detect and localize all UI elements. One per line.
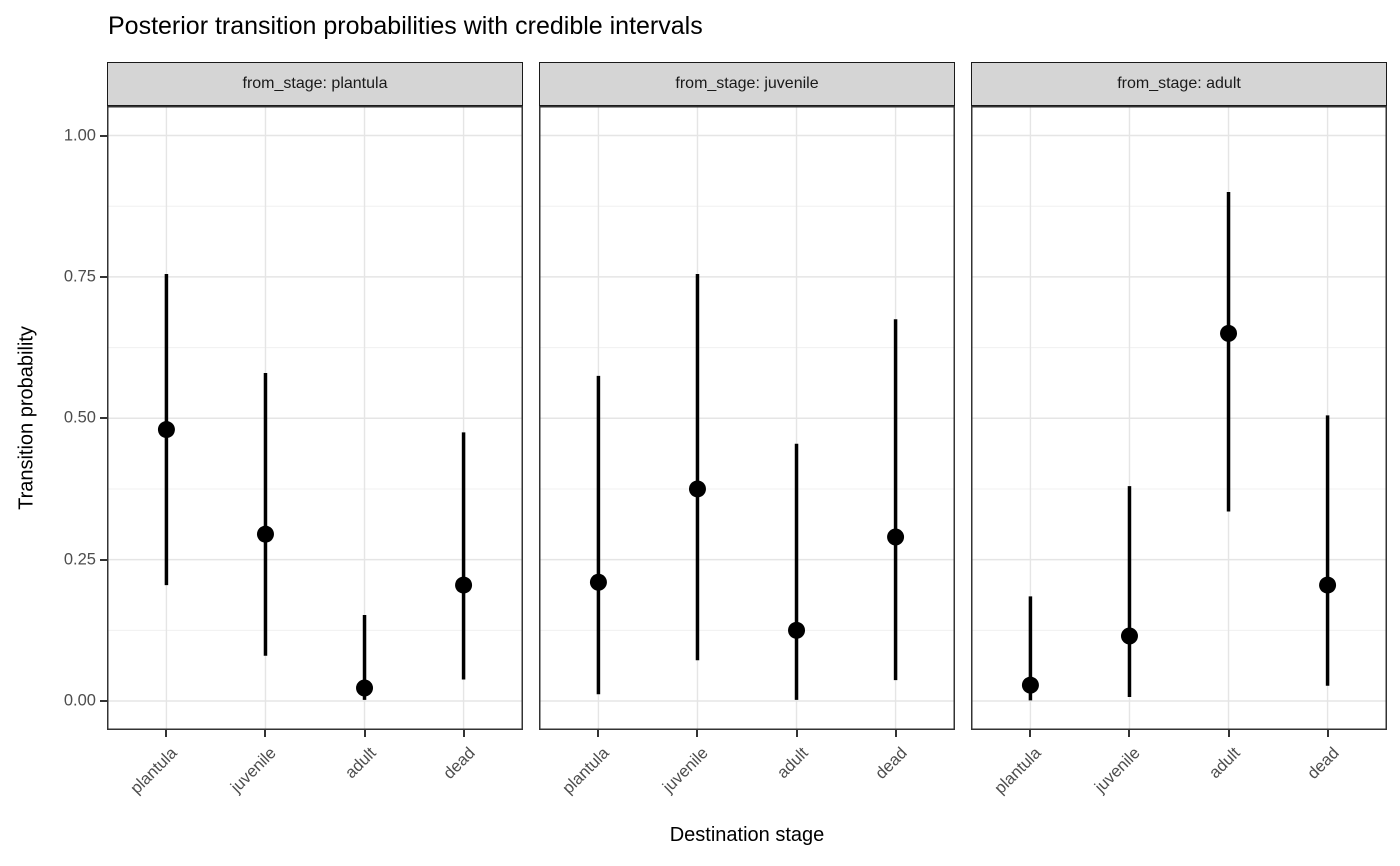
y-tick: [100, 275, 107, 278]
facet-plantula: from_stage: plantula: [107, 62, 523, 730]
point-estimate-juvenile-adult: [788, 621, 806, 639]
x-tick: [894, 730, 897, 737]
x-tick: [165, 730, 168, 737]
facet-panel-juvenile: [539, 106, 955, 730]
y-tick-label: 0.25: [63, 550, 96, 569]
x-tick: [696, 730, 699, 737]
x-tick: [597, 730, 600, 737]
x-tick-label-dead: dead: [871, 744, 911, 783]
facet-panel-adult: [971, 106, 1387, 730]
y-tick: [100, 700, 107, 702]
x-tick: [1029, 730, 1032, 737]
x-tick: [1128, 730, 1131, 737]
point-estimate-plantula-adult: [356, 679, 374, 697]
point-estimate-juvenile-plantula: [589, 573, 607, 591]
facet-strip-plantula: from_stage: plantula: [107, 62, 523, 106]
facet-strip-adult: from_stage: adult: [971, 62, 1387, 106]
point-estimate-plantula-plantula: [157, 421, 175, 439]
x-tick: [1227, 730, 1230, 737]
panel-border: [107, 106, 523, 730]
x-axis-title: Destination stage: [669, 824, 825, 846]
panel-border: [971, 106, 1387, 730]
point-estimate-juvenile-dead: [887, 528, 905, 546]
x-tick: [264, 730, 267, 737]
y-tick: [100, 417, 107, 420]
y-tick-label: 0.50: [63, 408, 96, 427]
y-tick-label: 0.75: [63, 267, 96, 286]
point-estimate-plantula-dead: [455, 576, 473, 594]
point-estimate-plantula-juvenile: [256, 525, 274, 543]
x-tick: [1326, 730, 1329, 737]
chart-title: Posterior transition probabilities with …: [108, 12, 703, 40]
x-tick-label-adult: adult: [341, 744, 380, 783]
facet-panel-plantula: [107, 106, 523, 730]
point-estimate-adult-plantula: [1021, 676, 1039, 694]
y-tick: [100, 134, 107, 137]
x-tick: [462, 730, 465, 737]
x-tick-label-juvenile: juvenile: [1091, 744, 1145, 797]
y-tick-label: 1.00: [63, 126, 96, 144]
facet-adult: from_stage: adult: [971, 62, 1387, 730]
x-tick-label-juvenile: juvenile: [227, 744, 281, 797]
y-tick: [100, 558, 107, 561]
x-tick: [795, 730, 798, 737]
point-estimate-adult-juvenile: [1120, 627, 1138, 645]
x-tick-label-dead: dead: [1303, 744, 1343, 783]
facet-strip-juvenile: from_stage: juvenile: [539, 62, 955, 106]
y-tick-label: 0.00: [63, 691, 96, 710]
x-tick: [363, 730, 366, 737]
x-tick-label-adult: adult: [1205, 744, 1244, 783]
x-tick-label-dead: dead: [439, 744, 479, 783]
facet-juvenile: from_stage: juvenile: [539, 62, 955, 730]
point-estimate-adult-dead: [1319, 576, 1337, 594]
point-estimate-adult-adult: [1220, 324, 1238, 342]
point-estimate-juvenile-juvenile: [688, 480, 706, 498]
panel-border: [539, 106, 955, 730]
